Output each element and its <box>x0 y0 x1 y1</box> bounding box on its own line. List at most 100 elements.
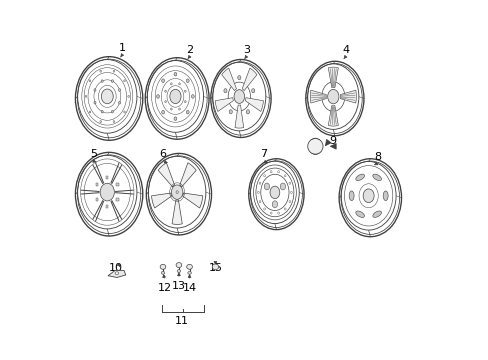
Bar <box>116 198 119 201</box>
Ellipse shape <box>85 95 86 98</box>
Ellipse shape <box>237 76 241 80</box>
Ellipse shape <box>309 139 320 153</box>
Ellipse shape <box>94 89 96 91</box>
Ellipse shape <box>171 185 183 199</box>
Polygon shape <box>327 67 338 88</box>
Polygon shape <box>234 105 243 128</box>
Ellipse shape <box>177 270 181 273</box>
Bar <box>96 183 98 186</box>
Ellipse shape <box>156 95 159 98</box>
Ellipse shape <box>127 95 129 98</box>
Bar <box>106 176 108 179</box>
Ellipse shape <box>101 80 103 82</box>
Polygon shape <box>242 68 256 91</box>
Ellipse shape <box>169 89 181 104</box>
Ellipse shape <box>164 100 166 103</box>
Ellipse shape <box>259 201 260 203</box>
Text: 11: 11 <box>174 316 188 327</box>
Ellipse shape <box>178 83 180 85</box>
Ellipse shape <box>372 174 381 181</box>
Bar <box>116 183 119 186</box>
Ellipse shape <box>178 108 180 110</box>
Polygon shape <box>215 98 233 112</box>
Polygon shape <box>310 90 325 103</box>
Ellipse shape <box>161 271 164 274</box>
Ellipse shape <box>100 121 102 123</box>
Ellipse shape <box>307 139 323 154</box>
Ellipse shape <box>277 171 279 173</box>
Text: 7: 7 <box>259 149 266 159</box>
Ellipse shape <box>246 110 249 114</box>
Ellipse shape <box>290 191 292 193</box>
Ellipse shape <box>288 182 290 184</box>
Ellipse shape <box>264 183 269 190</box>
Ellipse shape <box>355 211 364 217</box>
Ellipse shape <box>212 62 265 131</box>
Ellipse shape <box>101 111 103 113</box>
Ellipse shape <box>160 264 165 269</box>
Ellipse shape <box>250 161 299 224</box>
Ellipse shape <box>162 111 164 114</box>
Ellipse shape <box>184 100 186 103</box>
Ellipse shape <box>234 90 244 103</box>
Ellipse shape <box>162 79 164 82</box>
Text: 5: 5 <box>90 149 97 159</box>
Ellipse shape <box>355 174 364 181</box>
Ellipse shape <box>259 182 260 184</box>
Ellipse shape <box>307 64 358 129</box>
Text: 12: 12 <box>157 283 171 293</box>
Text: 2: 2 <box>185 45 193 55</box>
Ellipse shape <box>113 70 115 72</box>
Text: 4: 4 <box>341 45 348 55</box>
Ellipse shape <box>187 271 191 274</box>
Ellipse shape <box>118 89 121 91</box>
Ellipse shape <box>280 183 285 190</box>
Ellipse shape <box>184 90 186 92</box>
Text: 8: 8 <box>373 152 380 162</box>
Ellipse shape <box>186 79 189 82</box>
Ellipse shape <box>263 208 265 210</box>
Ellipse shape <box>113 121 115 123</box>
Ellipse shape <box>321 82 344 111</box>
Ellipse shape <box>111 111 113 113</box>
Text: 1: 1 <box>119 43 125 53</box>
Ellipse shape <box>118 102 121 104</box>
Ellipse shape <box>89 80 91 82</box>
Ellipse shape <box>270 212 271 214</box>
Polygon shape <box>158 163 174 187</box>
Ellipse shape <box>288 201 290 203</box>
Ellipse shape <box>176 262 182 267</box>
Ellipse shape <box>100 70 102 72</box>
Ellipse shape <box>94 102 96 104</box>
Text: 10: 10 <box>109 263 123 273</box>
Polygon shape <box>244 98 263 112</box>
Ellipse shape <box>363 189 373 203</box>
Ellipse shape <box>170 108 172 110</box>
Ellipse shape <box>115 272 119 275</box>
Ellipse shape <box>272 201 277 208</box>
Text: 9: 9 <box>328 136 335 146</box>
Ellipse shape <box>277 212 279 214</box>
Polygon shape <box>183 193 203 208</box>
Ellipse shape <box>100 183 114 201</box>
Text: 3: 3 <box>242 45 249 55</box>
Ellipse shape <box>284 208 285 210</box>
Ellipse shape <box>257 191 259 193</box>
Ellipse shape <box>251 89 254 93</box>
Ellipse shape <box>327 89 338 104</box>
Polygon shape <box>340 90 356 103</box>
Text: 13: 13 <box>172 281 185 291</box>
Ellipse shape <box>123 80 125 82</box>
Text: 14: 14 <box>182 283 196 293</box>
Ellipse shape <box>111 80 113 82</box>
Ellipse shape <box>164 90 166 92</box>
Ellipse shape <box>101 89 113 104</box>
Ellipse shape <box>228 82 250 111</box>
Ellipse shape <box>186 264 192 269</box>
Polygon shape <box>172 200 182 224</box>
Ellipse shape <box>148 156 205 228</box>
Bar <box>96 198 98 201</box>
Polygon shape <box>151 193 171 208</box>
Ellipse shape <box>284 175 285 177</box>
Polygon shape <box>221 68 236 91</box>
